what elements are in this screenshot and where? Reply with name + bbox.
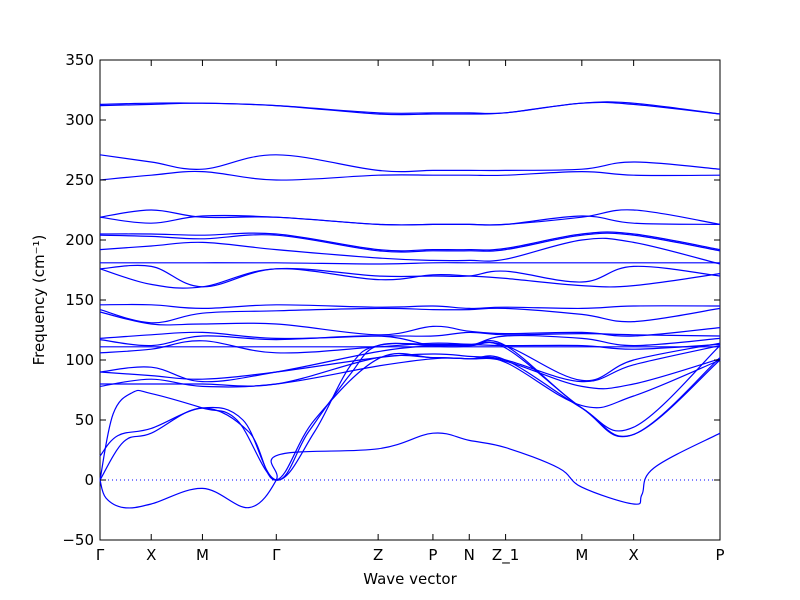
- dispersion-branch-8: [99, 232, 721, 253]
- dispersion-branch-7: [99, 231, 721, 252]
- y-tick-label: 100: [65, 351, 94, 369]
- x-axis-title: Wave vector: [363, 570, 457, 588]
- plot-frame: [99, 59, 721, 541]
- x-tick-label: M: [196, 546, 209, 564]
- y-tick-label: 350: [65, 51, 94, 69]
- dispersion-branch-26: [99, 352, 721, 481]
- dispersion-branch-11: [99, 264, 721, 288]
- dispersion-branch-27: [99, 432, 721, 509]
- dispersion-branch-12: [99, 268, 721, 289]
- series-layer: [99, 101, 721, 509]
- y-tick-label: 0: [84, 471, 94, 489]
- y-tick-label: −50: [62, 531, 94, 549]
- x-tick-label: N: [464, 546, 475, 564]
- dispersion-branch-10: [99, 262, 720, 265]
- x-tick-label: Z_1: [492, 546, 519, 565]
- dispersion-branch-21: [99, 345, 721, 383]
- plot-area: [99, 59, 721, 541]
- y-tick-label: 250: [65, 171, 94, 189]
- x-tick-label: M: [575, 546, 588, 564]
- x-tick-label: Γ: [272, 546, 281, 564]
- dispersion-branch-2: [99, 101, 721, 115]
- y-tick-label: 50: [75, 411, 94, 429]
- x-tick-label: Γ: [96, 546, 105, 564]
- x-axis: Γ X M Γ Z P N Z_1 M X P: [96, 60, 725, 565]
- dispersion-branch-14: [99, 307, 721, 324]
- x-tick-label: P: [428, 546, 437, 564]
- x-tick-label: X: [629, 546, 639, 564]
- dispersion-branch-13: [99, 303, 721, 310]
- dispersion-branch-16: [99, 331, 721, 340]
- dispersion-branch-23: [99, 357, 721, 409]
- y-tick-label: 150: [65, 291, 94, 309]
- dispersion-branch-9: [99, 237, 721, 265]
- dispersion-branch-19: [99, 340, 721, 354]
- x-tick-label: Z: [373, 546, 383, 564]
- y-axis: −50 0 50 100 150 200 250 300 350: [62, 51, 720, 549]
- dispersion-branch-6: [99, 214, 721, 226]
- dispersion-branch-3: [99, 154, 721, 173]
- x-tick-label: X: [146, 546, 156, 564]
- dispersion-branch-4: [99, 170, 721, 181]
- y-axis-title: Frequency (cm⁻¹): [30, 235, 48, 366]
- x-tick-label: P: [715, 546, 724, 564]
- y-tick-label: 200: [65, 231, 94, 249]
- y-tick-label: 300: [65, 111, 94, 129]
